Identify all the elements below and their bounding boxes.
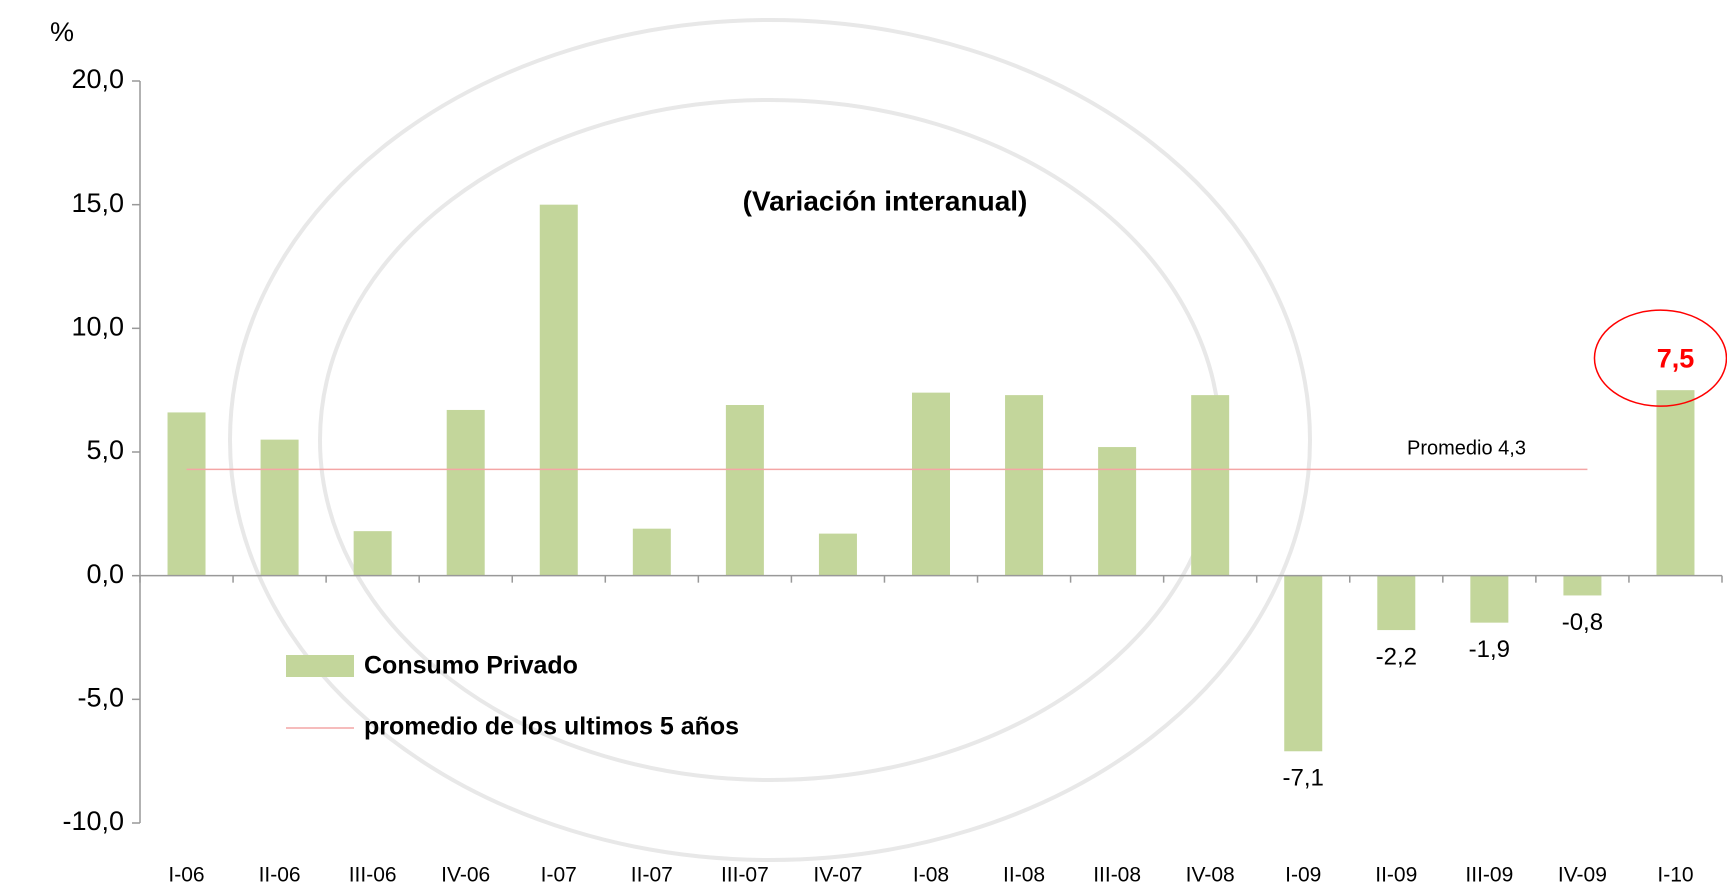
x-tick-label: I-08 [913,864,949,887]
legend-swatch [286,655,354,677]
bar [539,204,578,576]
y-tick-label: 5,0 [86,435,124,465]
bar [167,412,206,576]
x-tick-label: II-06 [259,864,301,887]
x-tick-label: IV-06 [441,864,490,887]
y-axis-label: % [50,17,74,47]
highlight-circle [1593,309,1727,407]
data-label: -7,1 [1283,765,1324,792]
y-tick-label: -10,0 [62,806,124,836]
x-tick-label: IV-09 [1558,864,1607,887]
y-tick-label: -5,0 [77,682,124,712]
bar [1191,395,1230,576]
x-tick-label: I-09 [1285,864,1321,887]
legend-label: promedio de los ultimos 5 años [364,713,739,741]
legend-label: Consumo Privado [364,652,578,680]
bar [1656,390,1695,576]
x-tick-label: IV-07 [813,864,862,887]
x-tick-label: III-08 [1093,864,1141,887]
chart-subtitle: (Variación interanual) [743,185,1028,216]
bar [632,528,671,576]
x-tick-label: III-09 [1465,864,1513,887]
x-tick-label: I-07 [541,864,577,887]
data-label: -2,2 [1376,643,1417,670]
y-tick-label: 0,0 [86,559,124,589]
data-label: 7,5 [1657,343,1695,373]
x-tick-label: III-06 [349,864,397,887]
x-tick-label: II-07 [631,864,673,887]
x-tick-label: II-09 [1375,864,1417,887]
bar [260,439,299,576]
bar [1284,575,1323,752]
y-tick-label: 20,0 [71,64,124,94]
x-tick-label: II-08 [1003,864,1045,887]
bar [446,409,485,576]
reference-label: Promedio 4,3 [1407,438,1526,460]
x-tick-label: I-06 [168,864,204,887]
x-tick-label: IV-08 [1186,864,1235,887]
bar [353,531,392,576]
x-tick-label: III-07 [721,864,769,887]
y-tick-label: 15,0 [71,188,124,218]
bar [1098,447,1137,576]
data-label: -0,8 [1562,609,1603,636]
bar [1005,395,1044,576]
bar [1470,575,1509,623]
x-tick-label: I-10 [1657,864,1693,887]
bar [725,405,764,576]
bar [912,392,950,576]
bar [1377,575,1416,631]
bar [1563,575,1602,596]
y-tick-label: 10,0 [71,311,124,341]
data-label: -1,9 [1469,636,1510,663]
bar [818,533,857,576]
